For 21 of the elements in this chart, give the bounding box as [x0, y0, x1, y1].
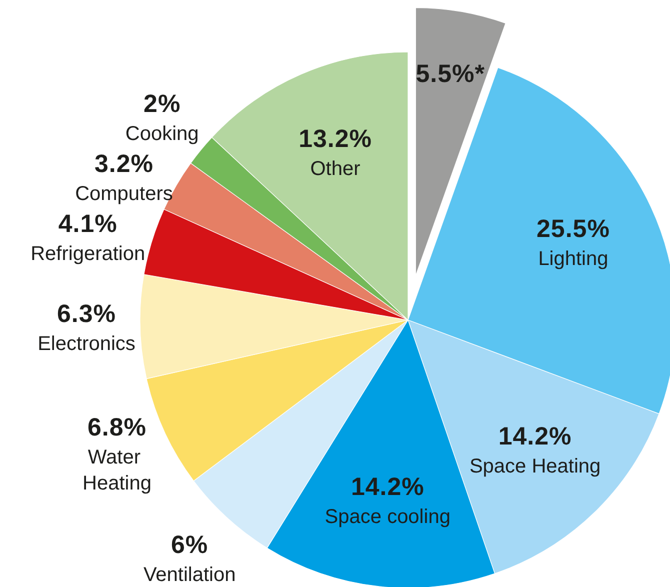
slice-label: Ventilation: [143, 564, 236, 586]
slice-label: Cooking: [125, 123, 199, 146]
data-label: 3.2%: [94, 150, 154, 178]
slice-label: Lighting: [538, 248, 608, 270]
data-label: 14.2%: [350, 473, 424, 502]
slice-label: Electronics: [38, 333, 136, 355]
data-label: 4.1%: [58, 210, 118, 238]
data-label: 6.3%: [57, 300, 116, 328]
slice-label: Space cooling: [324, 506, 450, 528]
slice-label: Refrigeration: [30, 243, 146, 266]
slice-label: Computers: [75, 183, 173, 206]
data-label: 2%: [144, 90, 181, 118]
slice-label: Other: [310, 158, 361, 180]
data-label: 13.2%: [298, 124, 372, 153]
data-label: 5.5%*: [416, 60, 485, 88]
data-label: 14.2%: [498, 422, 572, 451]
data-label: 6.8%: [88, 413, 147, 442]
slice-label: Space Heating: [469, 456, 601, 478]
data-label: 25.5%: [536, 215, 610, 244]
slice-label: Water Heating: [82, 446, 152, 494]
data-label: 6%: [171, 531, 208, 560]
